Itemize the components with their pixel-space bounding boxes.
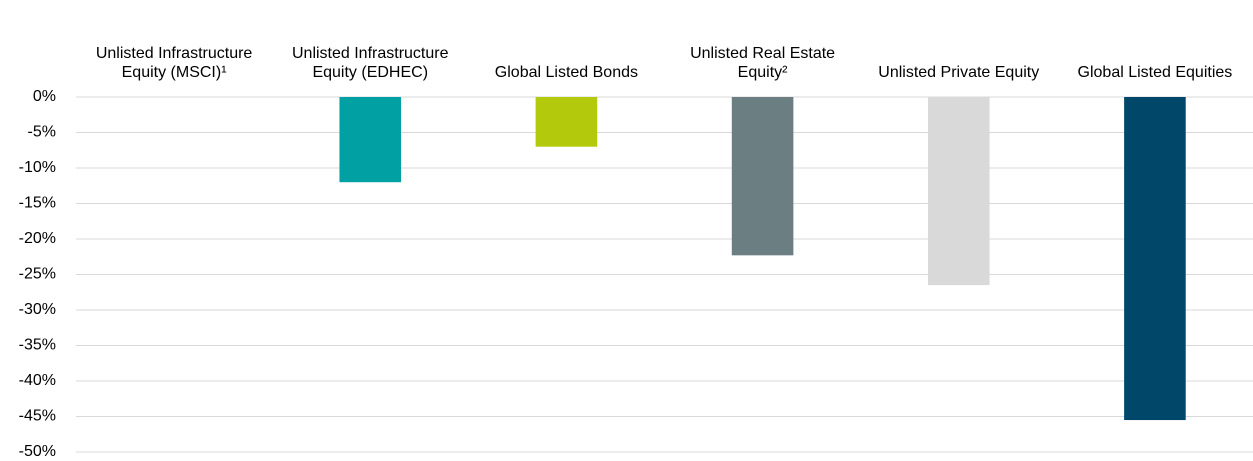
bar: [927, 97, 990, 286]
y-tick-label: -10%: [19, 159, 56, 176]
y-tick-label: -25%: [19, 266, 56, 283]
y-tick-label: -35%: [19, 337, 56, 354]
y-tick-label: 0%: [33, 88, 56, 105]
x-tick-label: Global Listed Bonds: [494, 64, 638, 81]
y-tick-label: -30%: [19, 301, 56, 318]
bar: [339, 97, 402, 183]
y-tick-label: -5%: [28, 124, 56, 141]
y-tick-label: -20%: [19, 230, 56, 247]
bar: [731, 97, 794, 256]
y-tick-label: -50%: [19, 443, 56, 460]
x-tick-label: Unlisted Infrastructure Equity (EDHEC): [291, 45, 449, 81]
bar: [535, 97, 598, 147]
x-tick-label: Unlisted Infrastructure Equity (MSCI)¹: [95, 45, 253, 81]
x-tick-label: Global Listed Equities: [1077, 64, 1233, 81]
y-tick-label: -45%: [19, 408, 56, 425]
y-tick-label: -15%: [19, 195, 56, 212]
bar: [1124, 97, 1186, 421]
x-tick-label: Unlisted Real Estate Equity²: [690, 45, 836, 81]
x-tick-label: Unlisted Private Equity: [878, 64, 1040, 81]
y-tick-label: -40%: [19, 372, 56, 389]
